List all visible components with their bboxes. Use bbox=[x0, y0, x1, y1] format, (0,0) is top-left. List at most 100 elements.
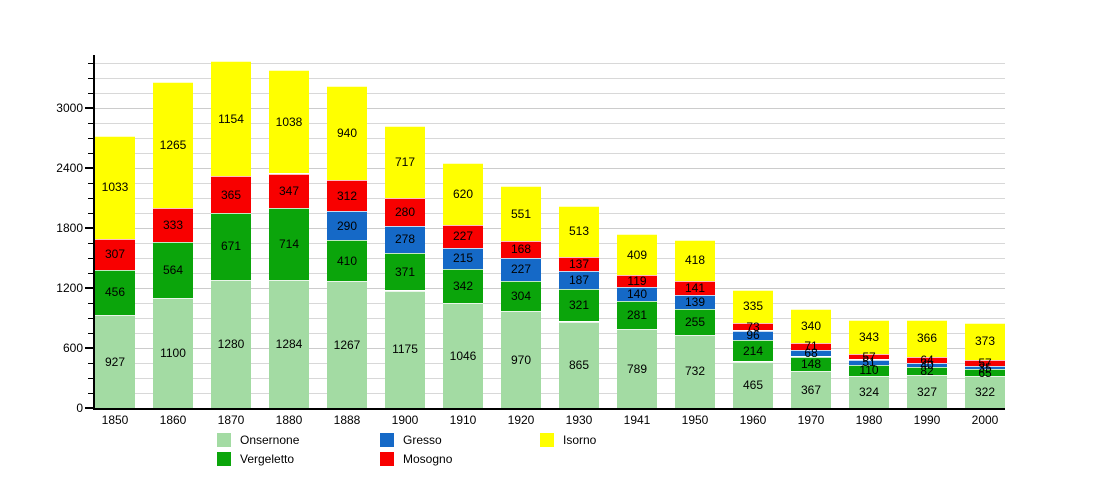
y-axis-tick bbox=[88, 257, 93, 259]
bar-segment-vergeletto-1910 bbox=[443, 269, 483, 304]
segment-value-label: 312 bbox=[336, 188, 358, 203]
bar-segment-isorno-1941 bbox=[617, 234, 657, 276]
segment-value-label: 409 bbox=[626, 247, 648, 262]
bar-segment-isorno-1900 bbox=[385, 125, 425, 198]
legend-label-vergeletto: Vergeletto bbox=[240, 452, 295, 466]
segment-value-label: 970 bbox=[510, 352, 532, 367]
bar-segment-gresso-1888 bbox=[327, 211, 367, 241]
segment-value-label: 513 bbox=[568, 224, 590, 239]
bar-segment-mosogno-1888 bbox=[327, 180, 367, 212]
x-axis-label-1888: 1888 bbox=[333, 413, 361, 427]
segment-value-label: 327 bbox=[916, 384, 938, 399]
segment-value-label: 347 bbox=[278, 183, 300, 198]
x-axis-label-1870: 1870 bbox=[217, 413, 245, 427]
gridline bbox=[95, 212, 1005, 214]
bar-segment-isorno-1970 bbox=[791, 308, 831, 343]
segment-value-label: 148 bbox=[800, 356, 822, 371]
gridline bbox=[95, 272, 1005, 274]
bar-segment-onsernone-1860 bbox=[153, 298, 193, 408]
legend-label-gresso: Gresso bbox=[403, 433, 442, 447]
gridline bbox=[95, 167, 1005, 169]
bar-segment-onsernone-1970 bbox=[791, 371, 831, 408]
y-axis-label-1800: 1800 bbox=[56, 221, 83, 235]
y-axis-tick bbox=[88, 77, 93, 79]
gridline bbox=[95, 62, 1005, 64]
gridline bbox=[95, 392, 1005, 394]
bar-segment-mosogno-1900 bbox=[385, 197, 425, 226]
segment-value-label: 367 bbox=[800, 382, 822, 397]
legend-swatch-vergeletto bbox=[217, 452, 231, 466]
segment-value-label: 255 bbox=[684, 315, 706, 330]
y-axis-tick bbox=[88, 272, 93, 274]
x-axis-label-1941: 1941 bbox=[623, 413, 651, 427]
x-axis-label-1980: 1980 bbox=[855, 413, 883, 427]
x-axis-line bbox=[93, 408, 1005, 410]
bar-segment-vergeletto-1960 bbox=[733, 340, 773, 362]
y-axis-tick bbox=[88, 392, 93, 394]
segment-value-label: 551 bbox=[510, 206, 532, 221]
segment-value-label: 714 bbox=[278, 236, 300, 251]
segment-value-label: 1280 bbox=[217, 337, 245, 351]
bar-segment-vergeletto-1860 bbox=[153, 241, 193, 298]
segment-value-label: 1033 bbox=[101, 180, 129, 195]
y-axis-tick bbox=[88, 152, 93, 154]
segment-value-label: 57 bbox=[978, 355, 992, 370]
legend-swatch-gresso bbox=[380, 433, 394, 447]
bar-segment-isorno-2000 bbox=[965, 322, 1005, 361]
bar-segment-mosogno-1930 bbox=[559, 257, 599, 271]
y-axis-label-3000: 3000 bbox=[56, 101, 83, 115]
segment-value-label: 620 bbox=[452, 187, 474, 201]
segment-value-label: 57 bbox=[862, 349, 876, 364]
bar-segment-gresso-1941 bbox=[617, 287, 657, 301]
segment-value-label: 96 bbox=[746, 328, 760, 343]
segment-value-label: 51 bbox=[862, 355, 876, 370]
bar-segment-mosogno-2000 bbox=[965, 360, 1005, 366]
bar-segment-onsernone-1960 bbox=[733, 361, 773, 408]
bar-segment-gresso-1990 bbox=[907, 363, 947, 368]
y-axis-tick bbox=[88, 302, 93, 304]
segment-value-label: 456 bbox=[104, 285, 126, 300]
bar-segment-vergeletto-1990 bbox=[907, 367, 947, 376]
segment-value-label: 281 bbox=[626, 308, 648, 323]
bar-segment-gresso-1930 bbox=[559, 270, 599, 290]
bar-segment-vergeletto-1950 bbox=[675, 309, 715, 335]
segment-value-label: 365 bbox=[220, 187, 242, 202]
y-axis-tick bbox=[88, 317, 93, 319]
bar-segment-onsernone-1990 bbox=[907, 375, 947, 408]
segment-value-label: 335 bbox=[742, 299, 764, 314]
bar-segment-vergeletto-1941 bbox=[617, 301, 657, 330]
segment-value-label: 1154 bbox=[218, 111, 244, 126]
y-axis-tick bbox=[88, 182, 93, 184]
bar-segment-vergeletto-1888 bbox=[327, 240, 367, 282]
segment-value-label: 1175 bbox=[392, 342, 418, 357]
bar-segment-mosogno-1850 bbox=[95, 239, 135, 270]
bar-segment-onsernone-1950 bbox=[675, 334, 715, 408]
bar-segment-gresso-1900 bbox=[385, 225, 425, 254]
gridline bbox=[95, 287, 1005, 289]
y-axis-tick bbox=[85, 407, 93, 409]
bar-segment-isorno-1950 bbox=[675, 239, 715, 282]
y-axis-tick bbox=[88, 212, 93, 214]
bar-segment-onsernone-1900 bbox=[385, 290, 425, 408]
x-axis-label-1960: 1960 bbox=[739, 413, 767, 427]
segment-value-label: 927 bbox=[104, 354, 126, 369]
gridline bbox=[95, 242, 1005, 244]
segment-value-label: 340 bbox=[800, 318, 822, 333]
x-axis-label-1950: 1950 bbox=[681, 413, 709, 427]
bar-segment-onsernone-1980 bbox=[849, 375, 889, 408]
segment-value-label: 564 bbox=[162, 262, 184, 277]
segment-value-label: 321 bbox=[568, 298, 590, 313]
segment-value-label: 168 bbox=[510, 242, 532, 257]
bar-segment-gresso-1910 bbox=[443, 247, 483, 270]
segment-value-label: 64 bbox=[920, 352, 934, 367]
segment-value-label: 73 bbox=[746, 319, 760, 334]
bar-segment-mosogno-1980 bbox=[849, 353, 889, 360]
y-axis-tick bbox=[85, 227, 93, 229]
legend-label-isorno: Isorno bbox=[563, 433, 597, 447]
bar-segment-isorno-1960 bbox=[733, 289, 773, 324]
y-axis-label-0: 0 bbox=[76, 401, 83, 415]
segment-value-label: 71 bbox=[804, 339, 818, 354]
bar-segment-mosogno-1970 bbox=[791, 342, 831, 350]
gridline bbox=[95, 197, 1005, 199]
segment-value-label: 322 bbox=[974, 384, 996, 399]
